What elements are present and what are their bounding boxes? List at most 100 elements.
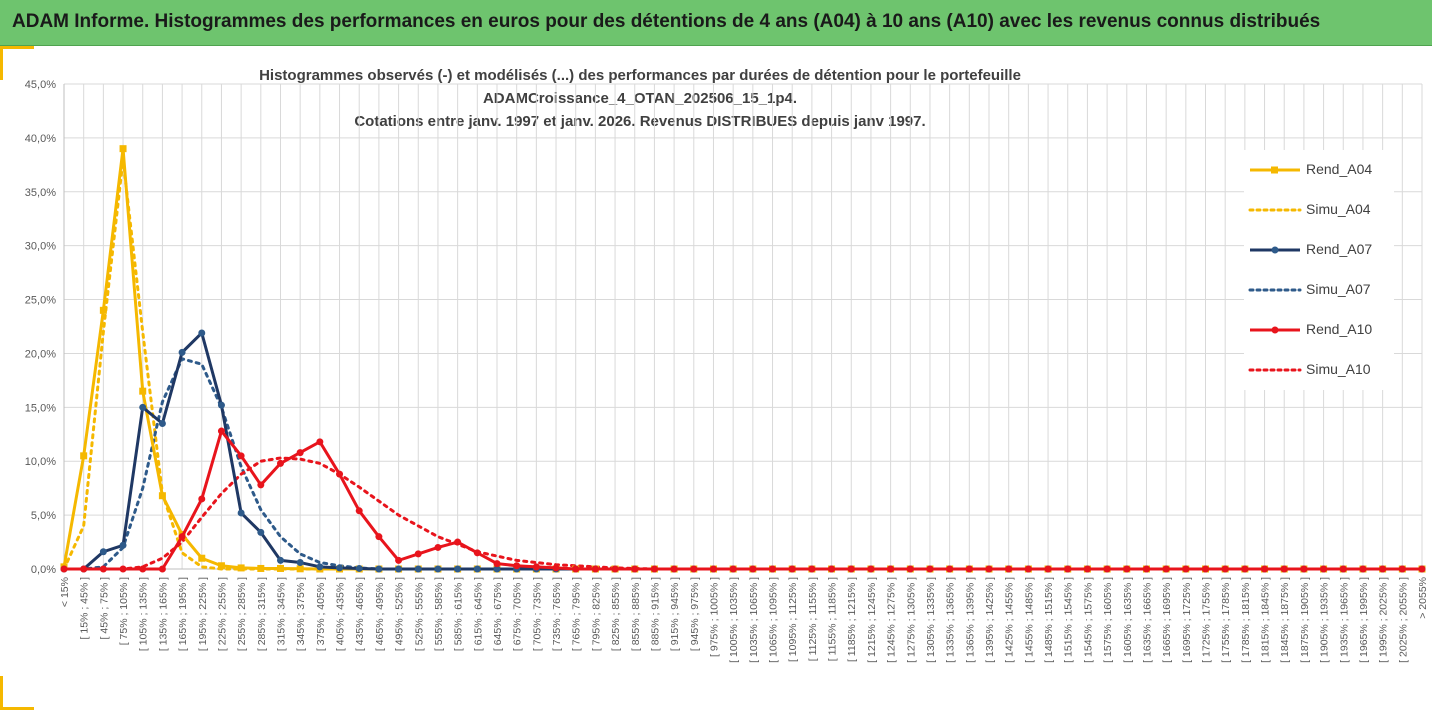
legend-swatch-rend-a04: [1250, 166, 1300, 174]
x-tick-label: [ 525% ; 555% ]: [413, 577, 425, 651]
point-rend-a07: [276, 556, 284, 564]
point-rend-a10: [729, 565, 737, 573]
x-tick-label: [ 645% ; 675% ]: [492, 577, 504, 651]
point-rend-a10: [670, 565, 678, 573]
x-tick-label: [ 1215% ; 1245% ]: [866, 577, 878, 663]
series-simu-a07: [62, 357, 1424, 571]
point-rend-a07: [395, 565, 403, 573]
point-rend-a10: [769, 565, 777, 573]
point-rend-a07: [237, 509, 245, 517]
x-tick-label: [ 1425% ; 1455% ]: [1004, 577, 1016, 663]
x-tick-label: [ 1125% ; 1155% ]: [807, 577, 819, 661]
y-tick-label: 30,0%: [25, 241, 56, 253]
corner-accent-bottom-vertical: [0, 676, 3, 710]
legend-item-rend-a04: Rend_A04: [1244, 160, 1394, 180]
x-tick-label: [ 465% ; 495% ]: [374, 577, 386, 651]
point-rend-a10: [985, 565, 993, 573]
x-tick-label: [ 285% ; 315% ]: [256, 577, 268, 651]
legend-item-simu-a10: Simu_A10: [1244, 360, 1394, 380]
legend-label-rend-a07: Rend_A07: [1306, 241, 1373, 257]
legend-item-rend-a07: Rend_A07: [1244, 240, 1394, 260]
y-tick-label: 15,0%: [25, 402, 56, 414]
report-banner: ADAM Informe. Histogrammes des performan…: [0, 0, 1432, 46]
point-rend-a10: [1202, 565, 1210, 573]
point-rend-a10: [513, 562, 521, 570]
legend-label-simu-a07: Simu_A07: [1306, 281, 1371, 297]
point-rend-a10: [650, 565, 658, 573]
point-rend-a10: [749, 565, 757, 573]
x-tick-label: [ 105% ; 135% ]: [138, 577, 150, 651]
x-tick-label: [ 495% ; 525% ]: [394, 577, 406, 651]
point-rend-a10: [690, 565, 698, 573]
legend-item-rend-a10: Rend_A10: [1244, 320, 1394, 340]
point-rend-a04: [158, 492, 166, 500]
x-tick-label: [ 1965% ; 1995% ]: [1358, 577, 1370, 663]
point-rend-a10: [1398, 565, 1406, 573]
x-tick-label: [ 825% ; 855% ]: [610, 577, 622, 651]
corner-accent-top-vertical: [0, 46, 3, 80]
y-tick-label: 0,0%: [31, 564, 56, 576]
x-tick-label: [ 795% ; 825% ]: [590, 577, 602, 651]
x-tick-label: [ 375% ; 405% ]: [315, 577, 327, 651]
x-tick-label: [ 1755% ; 1785% ]: [1220, 577, 1232, 663]
series-line-rend-a10: [64, 429, 1422, 571]
x-tick-label: < 15%: [59, 577, 71, 607]
x-tick-label: [ 1035% ; 1065% ]: [748, 577, 760, 663]
point-rend-a07: [355, 564, 363, 572]
point-rend-a10: [828, 565, 836, 573]
point-rend-a10: [631, 565, 639, 573]
point-rend-a10: [60, 565, 68, 573]
point-rend-a07: [178, 348, 186, 356]
legend-label-rend-a04: Rend_A04: [1306, 161, 1373, 177]
x-tick-label: [ 1155% ; 1185% ]: [827, 577, 839, 661]
point-rend-a07: [493, 565, 501, 573]
x-tick-label: [ 1395% ; 1425% ]: [984, 577, 996, 663]
x-tick-label: [ 1605% ; 1635% ]: [1122, 577, 1134, 663]
series-simu-a04: [62, 157, 1424, 571]
point-rend-a10: [454, 538, 462, 546]
grid-layer: [63, 83, 1423, 570]
point-rend-a10: [1182, 565, 1190, 573]
y-tick-label: 40,0%: [25, 133, 56, 145]
legend-swatch-rend-a07: [1250, 246, 1300, 254]
point-rend-a10: [198, 495, 206, 503]
x-tick-label: [ 1095% ; 1125% ]: [787, 577, 799, 662]
point-rend-a10: [867, 565, 875, 573]
point-rend-a10: [139, 565, 147, 573]
point-rend-a10: [808, 565, 816, 573]
point-rend-a10: [158, 565, 166, 573]
point-rend-a10: [611, 565, 619, 573]
point-rend-a07: [375, 565, 383, 573]
point-rend-a10: [1379, 565, 1387, 573]
point-rend-a10: [1123, 565, 1131, 573]
point-rend-a10: [1300, 565, 1308, 573]
point-rend-a10: [887, 565, 895, 573]
chart-title-line-2: ADAMCroissance_4_OTAN_202506_15_1p4.: [482, 90, 798, 107]
point-rend-a10: [788, 565, 796, 573]
x-tick-label: [ 15% ; 45% ]: [79, 577, 91, 640]
point-rend-a07: [316, 563, 324, 571]
corner-accent-bottom: [0, 707, 34, 710]
x-tick-label: [ 1275% ; 1305% ]: [905, 577, 917, 663]
x-tick-label: [ 2025% ; 2055% ]: [1397, 577, 1409, 663]
point-rend-a07: [257, 528, 265, 536]
point-rend-a10: [532, 563, 540, 571]
point-rend-a04: [296, 565, 304, 573]
x-tick-label: [ 1545% ; 1575% ]: [1082, 577, 1094, 663]
x-tick-label: [ 225% ; 255% ]: [216, 577, 228, 651]
point-rend-a10: [99, 565, 107, 573]
point-rend-a07: [454, 565, 462, 573]
series-layer: [60, 145, 1426, 573]
point-rend-a10: [237, 452, 245, 460]
point-rend-a10: [336, 470, 344, 478]
x-tick-label: [ 1575% ; 1605% ]: [1102, 577, 1114, 663]
point-rend-a10: [178, 533, 186, 541]
point-rend-a04: [99, 306, 107, 314]
legend-label-simu-a04: Simu_A04: [1306, 201, 1371, 217]
x-tick-label: [ 1845% ; 1875% ]: [1279, 577, 1291, 663]
x-tick-label: [ 1305% ; 1335% ]: [925, 577, 937, 663]
x-tick-label: [ 1005% ; 1035% ]: [728, 577, 740, 663]
series-rend-a10: [60, 427, 1426, 573]
series-line-simu-a04: [62, 157, 1424, 571]
point-rend-a07: [139, 403, 147, 411]
